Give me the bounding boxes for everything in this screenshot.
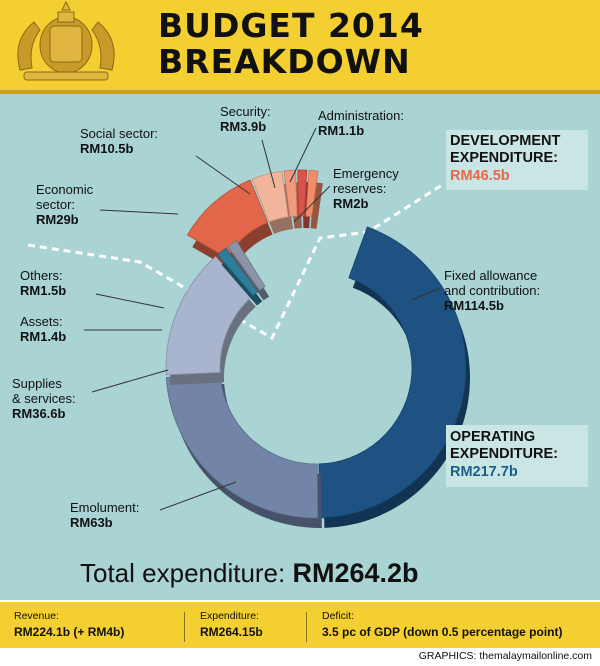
label-security: Security: RM3.9b <box>220 104 271 134</box>
title-line-1: BUDGET 2014 <box>158 6 424 45</box>
segment-supplies-services <box>165 255 253 376</box>
leader-fixed <box>411 287 441 301</box>
development-box: DEVELOPMENT EXPENDITURE: RM46.5b <box>446 130 588 190</box>
total-expenditure: Total expenditure: RM264.2b <box>80 558 419 589</box>
leader-economic <box>99 209 179 215</box>
development-title-2: EXPENDITURE: <box>450 150 558 166</box>
operating-value: RM217.7b <box>450 464 518 480</box>
segment-security <box>283 169 298 218</box>
total-label: Total expenditure: <box>80 558 286 588</box>
development-value: RM46.5b <box>450 168 510 184</box>
label-fixed-allowance: Fixed allowance and contribution: RM114.5b <box>444 268 541 313</box>
operating-title-2: EXPENDITURE: <box>450 446 558 462</box>
footer-bar: Revenue: RM224.1b (+ RM4b) Expenditure: … <box>0 602 600 648</box>
segment-emergency-reserves <box>305 169 319 218</box>
footer-revenue: Revenue: RM224.1b (+ RM4b) <box>14 610 125 639</box>
operating-title-1: OPERATING <box>450 429 536 445</box>
leader-supplies <box>91 369 169 393</box>
label-social-sector: Social sector: RM10.5b <box>80 126 159 156</box>
label-economic-sector: Economic sector: RM29b <box>36 182 94 227</box>
leader-administration <box>289 127 317 183</box>
operating-box: OPERATING EXPENDITURE: RM217.7b <box>446 425 588 487</box>
development-title-1: DEVELOPMENT <box>450 133 561 149</box>
footer-deficit: Deficit: 3.5 pc of GDP (down 0.5 percent… <box>322 610 563 639</box>
footer-expenditure: Expenditure: RM264.15b <box>200 610 263 639</box>
total-value: RM264.2b <box>292 558 419 588</box>
leader-social <box>195 155 251 195</box>
leader-emergency <box>293 185 331 223</box>
label-emolument: Emolument: RM63b <box>70 500 140 530</box>
footer-separator <box>184 612 185 642</box>
leader-security <box>261 139 276 189</box>
segment-social-sector <box>251 170 289 223</box>
leader-others <box>95 293 165 309</box>
label-assets: Assets: RM1.4b <box>20 314 67 344</box>
label-others: Others: RM1.5b <box>20 268 67 298</box>
title-line-2: BREAKDOWN <box>158 42 411 81</box>
segment-others <box>227 240 266 291</box>
label-administration: Administration: RM1.1b <box>318 108 404 138</box>
operating-arcs <box>165 226 471 528</box>
label-supplies-services: Supplies & services: RM36.6b <box>12 376 76 421</box>
segment-emolument <box>165 373 319 519</box>
label-emergency-reserves: Emergency reserves: RM2b <box>333 166 399 211</box>
header-banner: BUDGET 2014 BREAKDOWN <box>0 0 600 94</box>
segment-fixed-allowance-and-contribution <box>318 226 467 519</box>
leader-emolument <box>159 481 237 511</box>
leader-lines <box>84 127 441 511</box>
segment-administration <box>297 169 308 217</box>
coat-of-arms-logo <box>17 0 115 81</box>
footer-separator <box>306 612 307 642</box>
graphics-credit: GRAPHICS: themalaymailonline.com <box>418 650 592 662</box>
development-arcs <box>186 169 323 270</box>
